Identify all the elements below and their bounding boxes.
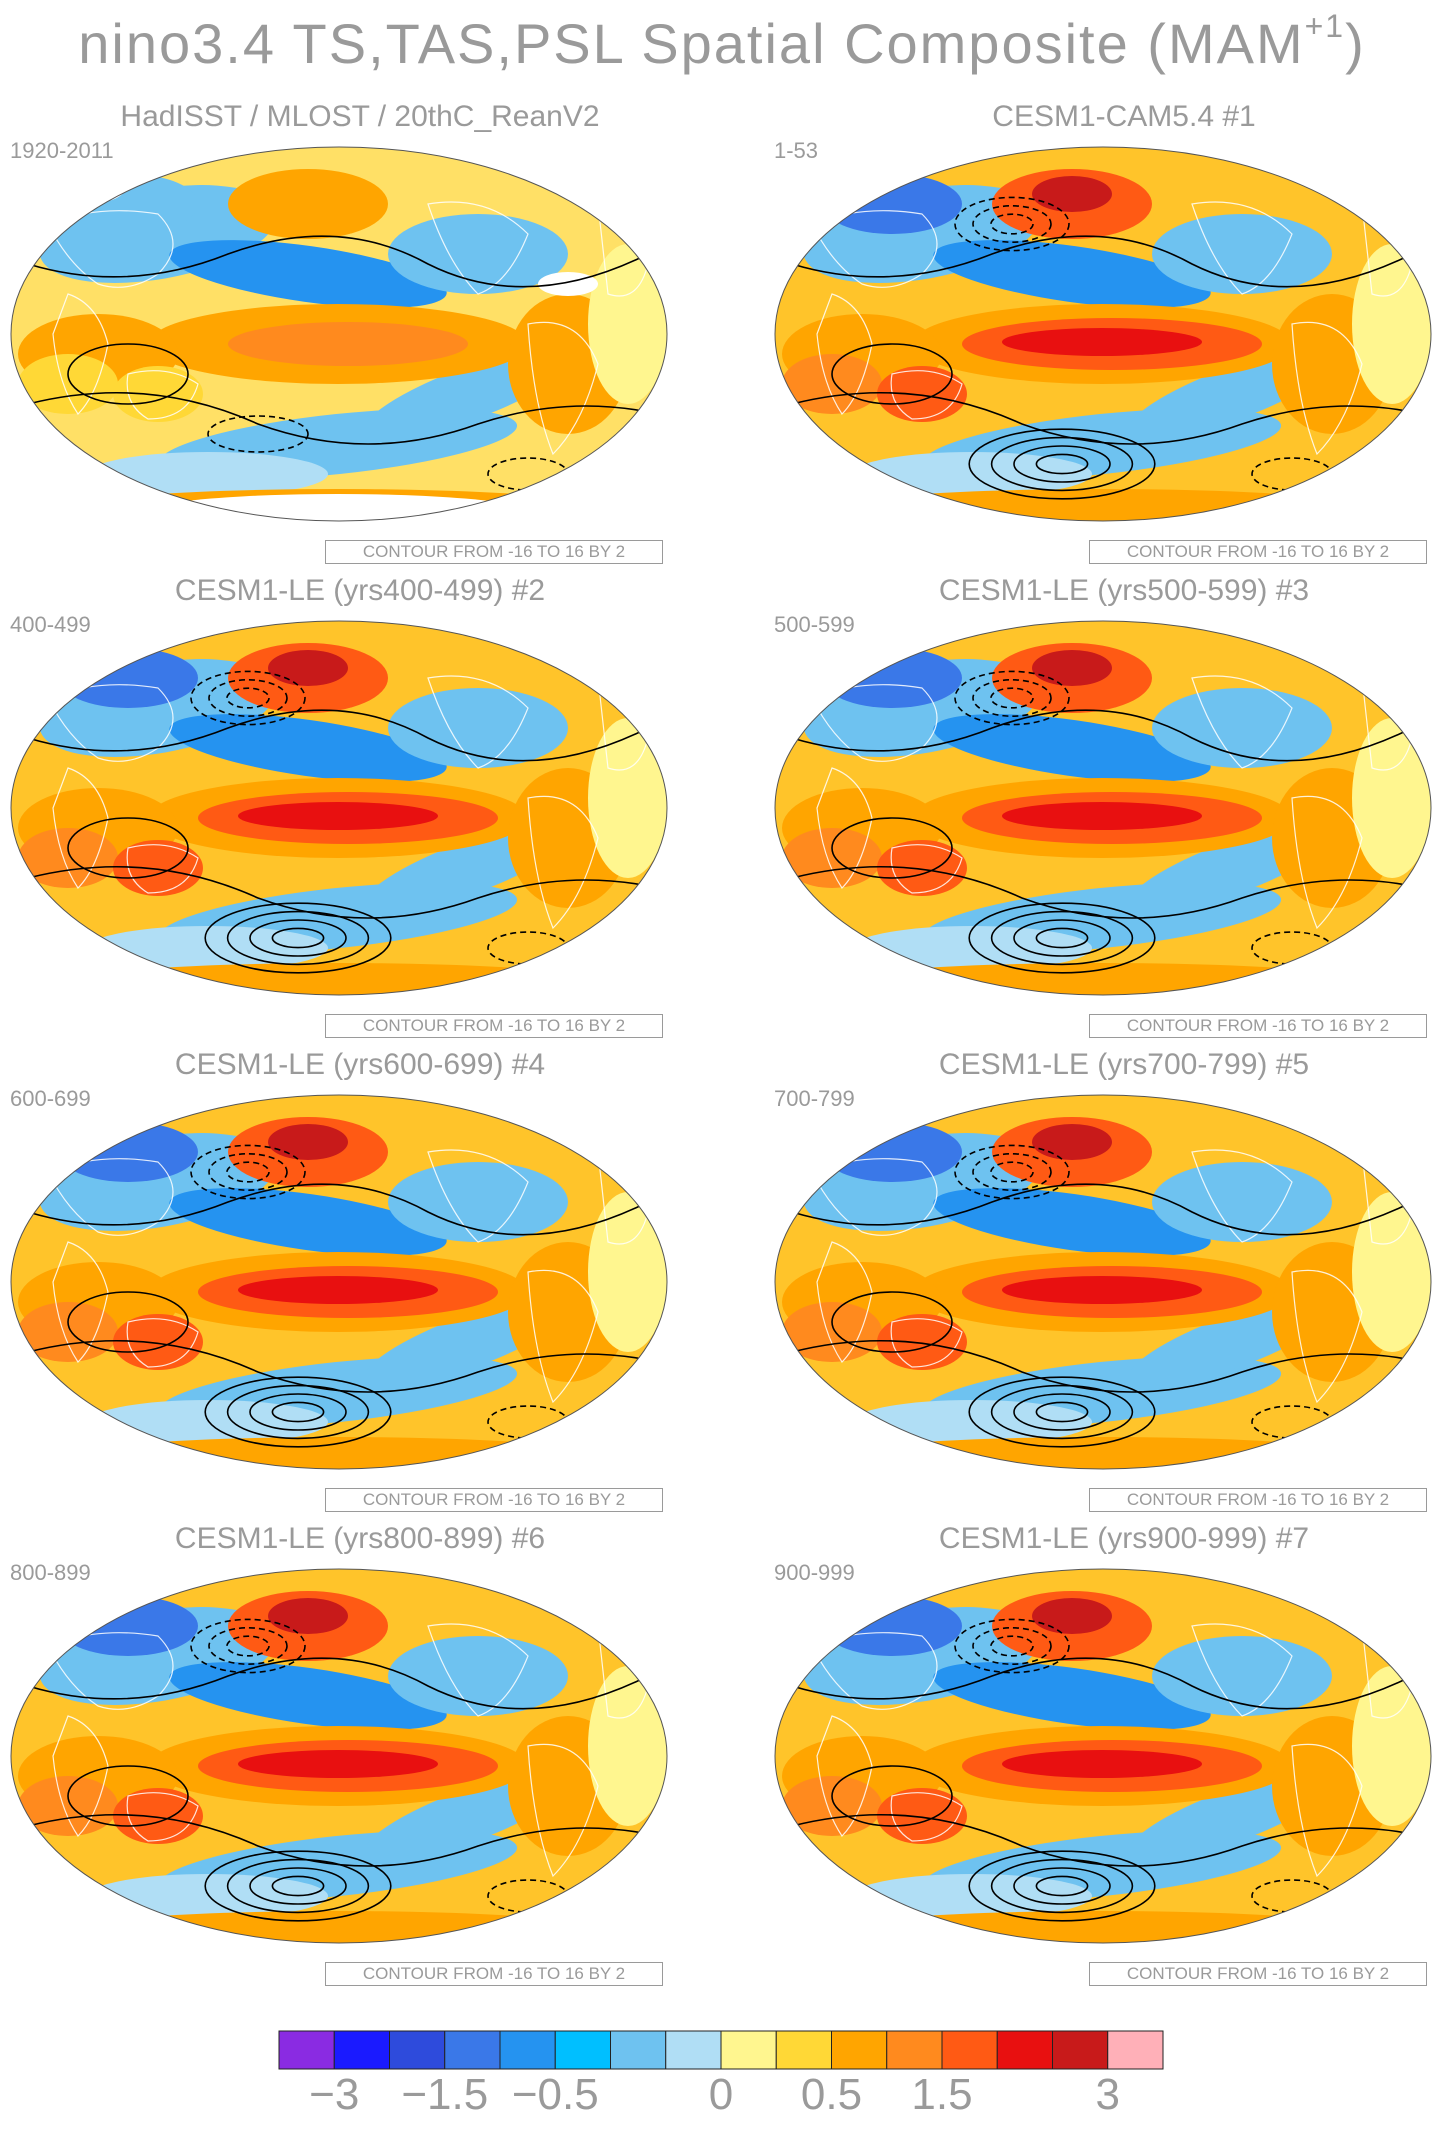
- panel-year-range: 500-599: [774, 612, 855, 637]
- colorbar-labels: −3 −1.5 −0.5 0 0.5 1.5 3: [278, 2070, 1164, 2130]
- panel-title: CESM1-LE (yrs500-599) #3: [938, 574, 1310, 607]
- contour-info: CONTOUR FROM -16 TO 16 BY 2: [325, 1962, 663, 1986]
- colorbar-swatch: [554, 2030, 611, 2070]
- colorbar-swatch: [389, 2030, 446, 2070]
- page-title: nino3.4 TS,TAS,PSL Spatial Composite (MA…: [0, 8, 1444, 76]
- map-panel: CESM1-LE (yrs800-899) #6 800-899 CONTOUR F…: [0, 1522, 720, 1998]
- panel-year-range: 400-499: [10, 612, 91, 637]
- map: [8, 1566, 670, 1946]
- map-svg: [10, 1094, 668, 1470]
- map-svg: [774, 146, 1432, 522]
- colorbar-swatch: [996, 2030, 1053, 2070]
- colorbar-label: 1.5: [911, 2070, 973, 2119]
- colorbar-swatch: [720, 2030, 777, 2070]
- colorbar-swatch: [499, 2030, 556, 2070]
- map-panel: CESM1-LE (yrs500-599) #3 500-599 CONTOUR F…: [764, 574, 1444, 1050]
- map-panel: CESM1-LE (yrs700-799) #5 700-799 CONTOUR F…: [764, 1048, 1444, 1524]
- contour-info: CONTOUR FROM -16 TO 16 BY 2: [325, 1488, 663, 1512]
- colorbar-swatch: [1107, 2030, 1164, 2070]
- map-svg: [10, 620, 668, 996]
- map: [772, 1566, 1434, 1946]
- map-svg: [774, 1094, 1432, 1470]
- colorbar-label: −0.5: [511, 2070, 599, 2119]
- panel-year-range: 700-799: [774, 1086, 855, 1111]
- colorbar-label: −3: [309, 2070, 360, 2119]
- contour-info: CONTOUR FROM -16 TO 16 BY 2: [1089, 540, 1427, 564]
- panel-title: HadISST / MLOST / 20thC_ReanV2: [120, 100, 600, 133]
- colorbar-swatch: [775, 2030, 832, 2070]
- contour-info: CONTOUR FROM -16 TO 16 BY 2: [1089, 1962, 1427, 1986]
- colorbar-label: 3: [1095, 2070, 1120, 2119]
- panel-year-range: 600-699: [10, 1086, 91, 1111]
- map-panel: CESM1-LE (yrs900-999) #7 900-999 CONTOUR F…: [764, 1522, 1444, 1998]
- map-panel: CESM1-LE (yrs600-699) #4 600-699 CONTOUR F…: [0, 1048, 720, 1524]
- colorbar-swatch: [1052, 2030, 1109, 2070]
- map: [772, 618, 1434, 998]
- map-panel: CESM1-LE (yrs400-499) #2 400-499 CONTOUR F…: [0, 574, 720, 1050]
- colorbar-swatch: [610, 2030, 667, 2070]
- colorbar: [278, 2030, 1164, 2070]
- contour-info: CONTOUR FROM -16 TO 16 BY 2: [1089, 1014, 1427, 1038]
- map: [772, 144, 1434, 524]
- colorbar-swatch: [831, 2030, 888, 2070]
- map-svg: [774, 1568, 1432, 1944]
- contour-info: CONTOUR FROM -16 TO 16 BY 2: [325, 1014, 663, 1038]
- title-main: nino3.4 TS,TAS,PSL Spatial Composite (MA…: [78, 12, 1305, 75]
- colorbar-label: 0: [708, 2070, 734, 2119]
- panel-title: CESM1-LE (yrs700-799) #5: [938, 1048, 1310, 1081]
- panel-year-range: 800-899: [10, 1560, 91, 1585]
- panel-title: CESM1-LE (yrs400-499) #2: [174, 574, 546, 607]
- title-superscript: +1: [1304, 8, 1346, 44]
- panel-year-range: 1-53: [774, 138, 819, 163]
- map-svg: [10, 1568, 668, 1944]
- panel-title: CESM1-LE (yrs600-699) #4: [174, 1048, 546, 1081]
- colorbar-swatch: [886, 2030, 943, 2070]
- panel-year-range: 900-999: [774, 1560, 855, 1585]
- colorbar-swatch: [444, 2030, 501, 2070]
- colorbar-label: 0.5: [800, 2070, 863, 2119]
- map-panel: CESM1-CAM5.4 #1 1-53 CONTOUR FROM -16 TO 1…: [764, 100, 1444, 576]
- contour-info: CONTOUR FROM -16 TO 16 BY 2: [1089, 1488, 1427, 1512]
- title-close: ): [1345, 12, 1366, 75]
- colorbar-swatch: [333, 2030, 390, 2070]
- colorbar-swatch: [665, 2030, 722, 2070]
- map-svg: [774, 620, 1432, 996]
- panel-title: CESM1-LE (yrs900-999) #7: [938, 1522, 1310, 1555]
- panel-title: CESM1-LE (yrs800-899) #6: [174, 1522, 546, 1555]
- contour-info: CONTOUR FROM -16 TO 16 BY 2: [325, 540, 663, 564]
- map: [8, 618, 670, 998]
- colorbar-swatch: [941, 2030, 998, 2070]
- map: [8, 144, 670, 524]
- panel-title: CESM1-CAM5.4 #1: [992, 100, 1256, 133]
- map: [772, 1092, 1434, 1472]
- map-panel: HadISST / MLOST / 20thC_ReanV2 1920-2011 C…: [0, 100, 720, 576]
- map: [8, 1092, 670, 1472]
- map-svg: [10, 146, 668, 522]
- colorbar-swatch: [278, 2030, 335, 2070]
- colorbar-label: −1.5: [401, 2070, 489, 2119]
- panel-year-range: 1920-2011: [10, 138, 114, 163]
